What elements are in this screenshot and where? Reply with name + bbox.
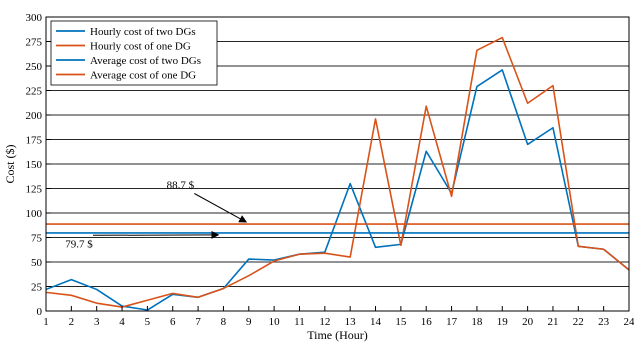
y-tick-label: 175 <box>26 135 43 147</box>
y-tick-label: 225 <box>26 86 43 98</box>
x-tick-label: 1 <box>43 316 49 328</box>
series-line-1 <box>45 69 630 311</box>
legend-entry: Average cost of two DGs <box>90 55 201 67</box>
y-axis-ticks: 0 25 50 75 100 125 150 175 200 225 250 275 300 <box>26 12 51 318</box>
y-tick-label: 275 <box>26 37 43 49</box>
annotation-label: 79.7 $ <box>65 238 93 250</box>
y-tick-label: 75 <box>31 233 43 245</box>
annotation-label: 88.7 $ <box>167 180 195 192</box>
y-axis-label: Cost ($) <box>3 144 17 183</box>
x-tick-label: 11 <box>294 316 305 328</box>
x-tick-label: 8 <box>221 316 227 328</box>
x-tick-label: 21 <box>547 316 558 328</box>
x-tick-label: 7 <box>195 316 201 328</box>
y-tick-label: 250 <box>26 61 43 73</box>
series-lines <box>45 36 630 311</box>
x-axis-label: Time (Hour) <box>307 328 368 342</box>
x-tick-label: 12 <box>319 316 330 328</box>
x-tick-label: 5 <box>145 316 151 328</box>
x-tick-label: 4 <box>119 316 125 328</box>
x-tick-label: 22 <box>573 316 584 328</box>
y-tick-label: 50 <box>31 257 43 269</box>
x-tick-label: 15 <box>395 316 407 328</box>
x-tick-label: 23 <box>598 316 610 328</box>
x-tick-label: 9 <box>246 316 252 328</box>
y-tick-label: 200 <box>26 110 43 122</box>
x-tick-label: 10 <box>269 316 281 328</box>
x-tick-label: 20 <box>522 316 534 328</box>
x-tick-label: 16 <box>421 316 433 328</box>
x-tick-label: 3 <box>94 316 100 328</box>
x-tick-label: 14 <box>370 316 382 328</box>
legend-entry: Average cost of one DG <box>90 70 196 82</box>
legend: Hourly cost of two DGs Hourly cost of one… <box>50 20 218 86</box>
legend-entry: Hourly cost of one DG <box>90 41 191 53</box>
x-tick-label: 13 <box>345 316 357 328</box>
x-tick-label: 19 <box>497 316 509 328</box>
y-tick-label: 125 <box>26 184 43 196</box>
y-tick-label: 25 <box>31 282 43 294</box>
x-tick-label: 18 <box>471 316 483 328</box>
series-line-2 <box>45 36 630 308</box>
y-tick-label: 0 <box>37 306 43 318</box>
y-tick-label: 150 <box>26 159 43 171</box>
x-tick-label: 6 <box>170 316 176 328</box>
x-tick-label: 2 <box>69 316 75 328</box>
annotations: 88.7 $ 79.7 $ <box>65 180 248 250</box>
x-tick-label: 17 <box>446 316 458 328</box>
y-tick-label: 100 <box>26 208 43 220</box>
annotation-arrow <box>194 193 248 223</box>
x-axis-ticks: 1 2 3 4 5 6 7 8 9 10 11 12 13 14 15 16 17 18 19 20 21 22 23 24 <box>43 306 634 328</box>
y-tick-label: 300 <box>26 12 43 24</box>
legend-entry: Hourly cost of two DGs <box>90 26 196 38</box>
x-tick-label: 24 <box>624 316 634 328</box>
